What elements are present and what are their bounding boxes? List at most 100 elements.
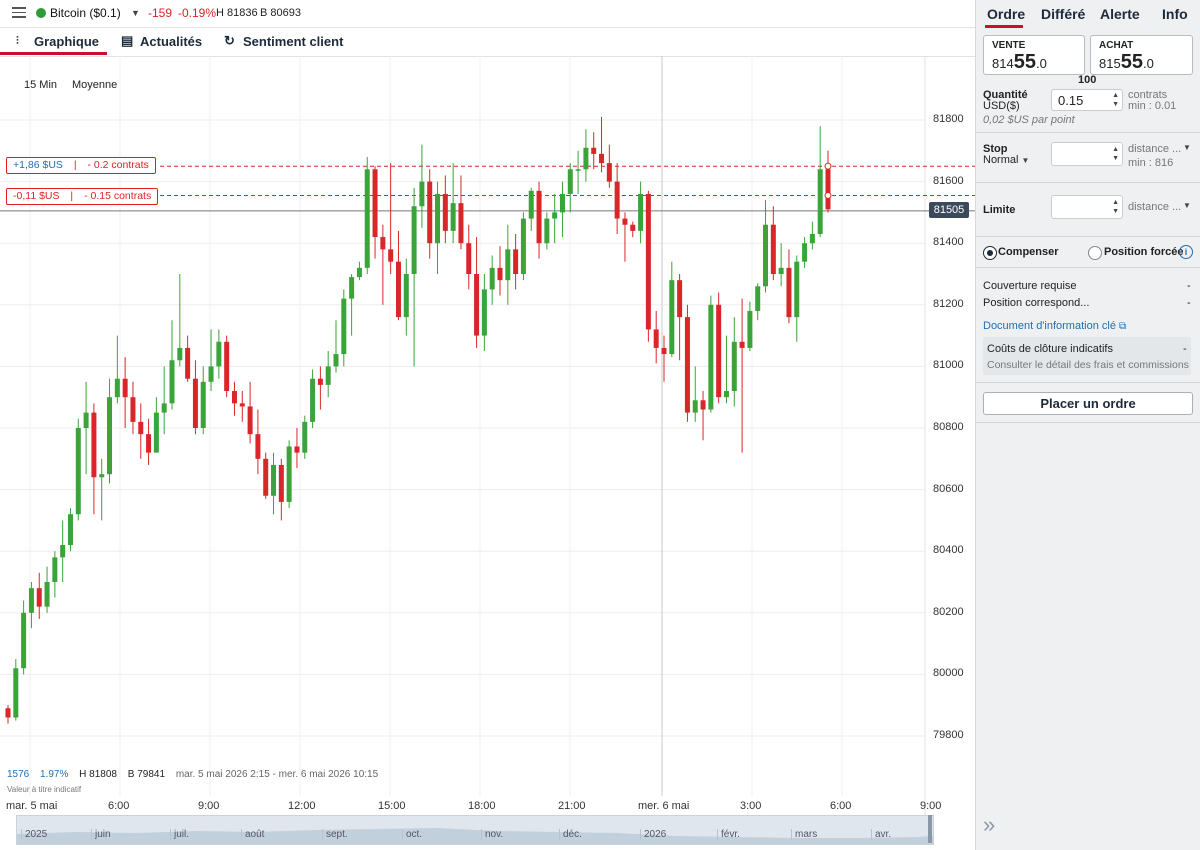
y-tick-label: 80600 [933,482,964,495]
candle-up [489,267,495,290]
quantity-input[interactable]: 0.15 ▲ ▼ [1051,89,1123,111]
candle-up [302,421,308,453]
candle-up [67,514,73,546]
kid-document-link-label: Document d'information clé [983,320,1116,332]
order-marker [824,162,832,170]
quantity-stepper-icon[interactable]: ▲ ▼ [1112,92,1119,108]
stop-type-select[interactable]: Normal ▼ [983,154,1029,166]
info-icon[interactable]: i [1179,245,1193,259]
tab-news[interactable]: Actualités [140,34,203,49]
limit-distance-select[interactable]: distance ... [1128,201,1182,213]
candle-up [567,169,573,194]
limit-stepper-icon[interactable]: ▲ ▼ [1112,199,1119,215]
candle-down [442,193,448,231]
chart-type-select[interactable]: Moyenne [72,79,118,91]
radio-forced-position-label[interactable]: Position forcée [1104,246,1184,258]
candle-down [606,163,612,182]
hamburger-menu-icon[interactable] [12,4,26,21]
order-tag-1-pnl: +1,86 $US [13,159,63,171]
indicative-note: Valeur à titre indicatif [7,785,82,794]
buy-price-decimal: .0 [1142,56,1154,71]
chevron-down-icon[interactable]: ▼ [1183,201,1191,210]
tab-alert[interactable]: Alerte [1100,6,1140,22]
candle-down [716,304,722,398]
kid-document-link[interactable]: Document d'information clé ⧉ [983,320,1126,332]
sell-price-decimal: .0 [1035,56,1047,71]
tab-order[interactable]: Ordre [987,6,1026,22]
session-low: B 80693 [260,7,301,19]
tab-client-sentiment[interactable]: Sentiment client [243,34,344,49]
candle-up [763,224,769,287]
radio-compensate[interactable] [983,246,997,260]
radio-forced-position[interactable] [1088,246,1102,260]
stop-distance-select[interactable]: distance ... [1128,143,1182,155]
candle-down [622,218,628,225]
instrument-dropdown-icon[interactable]: ▼ [131,8,140,18]
divider [976,422,1200,423]
price-chart[interactable] [0,56,975,816]
candle-up [310,378,316,422]
divider [976,182,1200,183]
navigator[interactable]: 2025 juin juil. août sept. oct. nov. déc. 2026 fé… [16,815,934,845]
double-chevron-right-icon[interactable]: » [983,812,996,837]
buy-button[interactable]: ACHAT 81555.0 [1090,35,1193,75]
candle-up [638,193,644,231]
candle-down [130,397,136,422]
candle-down [739,341,745,348]
stop-stepper-icon[interactable]: ▲ ▼ [1112,146,1119,162]
candle-up [153,412,159,453]
divider [976,267,1200,268]
y-tick-label: 80800 [933,421,964,433]
tab-chart[interactable]: Graphique [34,34,100,49]
navigator-month-label: déc. [559,829,582,840]
candle-up [200,381,206,428]
candle-down [231,391,237,404]
limit-input[interactable]: ▲ ▼ [1051,195,1123,219]
y-tick-label: 81000 [933,359,964,372]
current-price-badge: 81505 [929,202,969,218]
candle-up [575,169,581,171]
interval-select[interactable]: 15 Min [24,79,58,91]
candle-down [185,347,191,379]
candle-down [497,267,503,281]
chevron-down-icon[interactable]: ▼ [1183,143,1191,152]
candle-down [294,446,300,453]
candle-down [388,249,394,262]
candle-up [419,181,425,207]
tab-info[interactable]: Info [1162,6,1188,22]
navigator-month-label: avr. [871,829,891,840]
candle-up [692,400,698,413]
x-tick-label: 15:00 [378,800,406,812]
x-axis: mar. 5 mai 6:00 9:00 12:00 15:00 18:00 21:00 me… [0,798,975,814]
candle-up [505,249,511,281]
stat-low: B 79841 [127,769,166,780]
candle-down [192,378,198,428]
chevron-down-icon: ▼ [1021,156,1030,165]
navigator-handle[interactable] [928,815,932,843]
stat-high: H 81808 [79,769,117,780]
tab-deferred[interactable]: Différé [1041,6,1086,22]
stop-input[interactable]: ▲ ▼ [1051,142,1123,166]
candle-up [271,464,277,496]
stop-type-value: Normal [983,154,1019,166]
order-tag-2[interactable]: -0,11 $US | - 0.15 contrats [6,188,159,205]
candle-up [52,557,58,582]
instrument-name[interactable]: Bitcoin ($0.1) [50,6,121,20]
candle-up [708,304,714,410]
sell-button[interactable]: VENTE 81455.0 [983,35,1085,75]
candle-down [122,378,128,398]
candle-up [403,274,409,318]
candle-down [5,708,11,718]
x-tick-label: 6:00 [108,800,130,812]
candle-up [114,378,120,398]
navigator-month-label: août [241,829,264,840]
place-order-button[interactable]: Placer un ordre [983,392,1193,415]
order-tag-1[interactable]: +1,86 $US | - 0.2 contrats [6,157,156,174]
value-per-point: 0,02 $US par point [983,114,1075,126]
fees-details-link[interactable]: Consulter le détail des frais et commiss… [987,359,1189,371]
spread-value: 100 [1078,74,1097,86]
position-label: Position correspond... [983,297,1090,309]
order-tab-underline [985,25,1023,28]
candle-down [614,181,620,219]
radio-compensate-label[interactable]: Compenser [998,246,1059,258]
